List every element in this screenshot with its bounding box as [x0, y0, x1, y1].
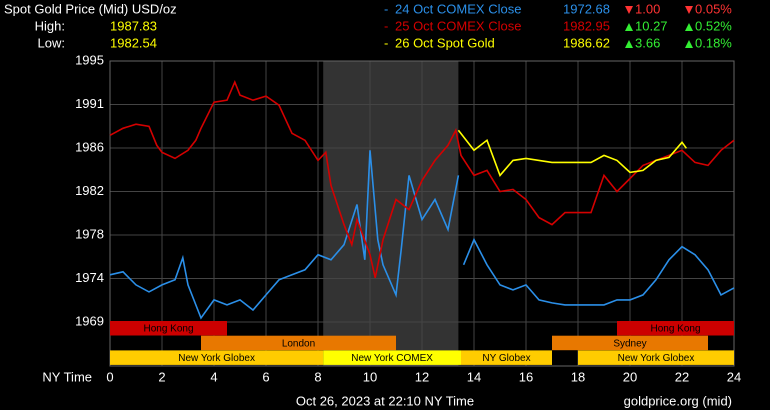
session-label: London [282, 338, 315, 349]
legend-change: 1.00 [635, 1, 660, 16]
x-tick-label: 8 [314, 369, 321, 384]
legend-dash: - [384, 35, 388, 50]
change-arrow [625, 23, 633, 31]
plot-frame [109, 60, 735, 367]
session-bar [617, 321, 734, 336]
y-tick-label: 1982 [75, 183, 104, 198]
y-tick-label: 1974 [75, 270, 104, 285]
y-tick-label: 1978 [75, 226, 104, 241]
x-tick-label: 4 [210, 369, 217, 384]
session-bar [110, 350, 324, 365]
change-arrow [625, 6, 633, 14]
legend-change-pct: 0.18% [695, 35, 732, 50]
legend-name: 24 Oct COMEX Close [395, 1, 521, 16]
session-bar [201, 335, 396, 351]
session-bar [461, 350, 552, 365]
high-label: High: [35, 18, 65, 33]
y-tick-label: 1986 [75, 139, 104, 154]
legend-price: 1972.68 [563, 1, 610, 16]
price-line [457, 129, 688, 177]
legend-price: 1982.95 [563, 18, 610, 33]
price-line [109, 80, 735, 278]
legend-price: 1986.62 [563, 35, 610, 50]
change-arrow [685, 40, 693, 48]
y-tick-label: 1969 [75, 313, 104, 328]
legend-change-pct: 0.05% [695, 1, 732, 16]
x-axis-label: NY Time [42, 369, 92, 384]
x-tick-label: 18 [571, 369, 585, 384]
y-tick-label: 1991 [75, 96, 104, 111]
session-label: NY Globex [482, 353, 530, 364]
chart-title: Spot Gold Price (Mid) USD/oz [4, 1, 177, 16]
change-arrow [685, 23, 693, 31]
x-tick-label: 10 [363, 369, 377, 384]
legend-dash: - [384, 18, 388, 33]
x-tick-label: 6 [262, 369, 269, 384]
x-tick-label: 16 [519, 369, 533, 384]
session-label: New York Globex [618, 353, 695, 364]
x-tick-label: 0 [106, 369, 113, 384]
legend-name: 26 Oct Spot Gold [395, 35, 495, 50]
low-label: Low: [38, 35, 65, 50]
change-arrow [625, 40, 633, 48]
low-value: 1982.54 [110, 35, 157, 50]
change-arrow [685, 6, 693, 14]
session-bar [578, 350, 734, 365]
x-tick-label: 20 [623, 369, 637, 384]
session-label: New York COMEX [351, 353, 433, 364]
legend-change: 10.27 [635, 18, 668, 33]
session-bar [110, 321, 227, 336]
legend-change: 3.66 [635, 35, 660, 50]
x-tick-label: 24 [727, 369, 741, 384]
session-bar [552, 335, 708, 351]
legend-change-pct: 0.52% [695, 18, 732, 33]
footer: Oct 26, 2023 at 22:10 NY Time [296, 393, 474, 408]
source: goldprice.org (mid) [624, 393, 732, 408]
x-tick-label: 22 [675, 369, 689, 384]
session-label: Hong Kong [143, 324, 193, 335]
x-tick-label: 12 [415, 369, 429, 384]
legend-name: 25 Oct COMEX Close [395, 18, 521, 33]
session-label: Hong Kong [650, 324, 700, 335]
session-label: Sydney [613, 338, 646, 349]
session-bar [323, 350, 461, 365]
legend-dash: - [384, 1, 388, 16]
high-value: 1987.83 [110, 18, 157, 33]
x-tick-label: 2 [158, 369, 165, 384]
price-line [109, 150, 735, 320]
y-tick-label: 1995 [75, 52, 104, 67]
x-tick-label: 14 [467, 369, 481, 384]
session-label: New York Globex [178, 353, 255, 364]
